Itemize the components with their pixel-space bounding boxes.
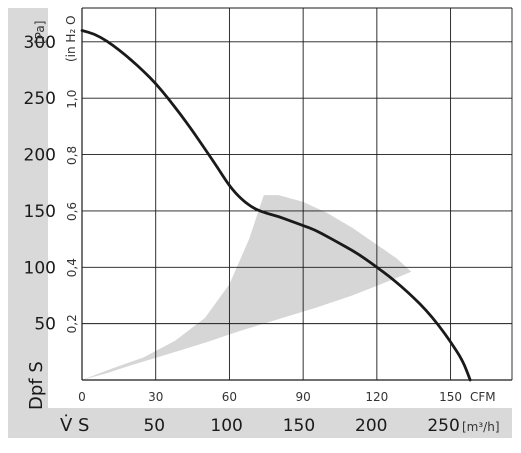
- m3h-unit-label: [m³/h]: [462, 420, 500, 434]
- pressure-tick-label: 150: [24, 202, 56, 222]
- inh2o-unit-label: (in H₂ O: [64, 15, 78, 62]
- operating-area-layer: [82, 195, 412, 380]
- cfm-tick-label: 0: [78, 390, 86, 404]
- cfm-tick-label: 90: [296, 390, 311, 404]
- pressure-unit-label: [Pa]: [33, 21, 47, 44]
- curve-layer: [80, 29, 472, 382]
- flow-axis-symbol: V̇ S: [60, 415, 89, 436]
- pressure-tick-label: 250: [24, 89, 56, 109]
- operating-area: [82, 195, 412, 380]
- inh2o-tick-label: 0,4: [65, 258, 79, 277]
- pressure-curve: [80, 29, 472, 382]
- grid: [82, 7, 513, 380]
- cfm-unit-label: CFM: [470, 390, 496, 404]
- m3h-tick-label: 50: [143, 416, 165, 436]
- m3h-tick-label: 200: [355, 416, 387, 436]
- cfm-tick-label: 30: [148, 390, 163, 404]
- pressure-tick-label: 50: [34, 315, 56, 335]
- m3h-tick-label: 100: [210, 416, 242, 436]
- cfm-tick-label: 150: [439, 390, 462, 404]
- cfm-tick-label: 60: [222, 390, 237, 404]
- pressure-axis-symbol: Dpf S: [26, 361, 47, 410]
- cfm-tick-label: 120: [365, 390, 388, 404]
- inh2o-tick-label: 1,0: [65, 90, 79, 109]
- inh2o-tick-label: 0,6: [65, 202, 79, 221]
- m3h-tick-label: 250: [427, 416, 459, 436]
- inh2o-tick-label: 0,8: [65, 146, 79, 165]
- pressure-tick-label: 300: [24, 33, 56, 53]
- flow-axis-band: [8, 408, 512, 438]
- pressure-axis-band: [8, 8, 48, 408]
- m3h-tick-label: 150: [283, 416, 315, 436]
- pressure-tick-label: 200: [24, 146, 56, 166]
- tick-labels: 50 100 150 200 250 300 0,2 0,4 0,6 0,8 1,0 0 30 60 90 1…: [24, 33, 462, 436]
- pressure-tick-label: 100: [24, 258, 56, 278]
- inh2o-tick-label: 0,2: [65, 314, 79, 333]
